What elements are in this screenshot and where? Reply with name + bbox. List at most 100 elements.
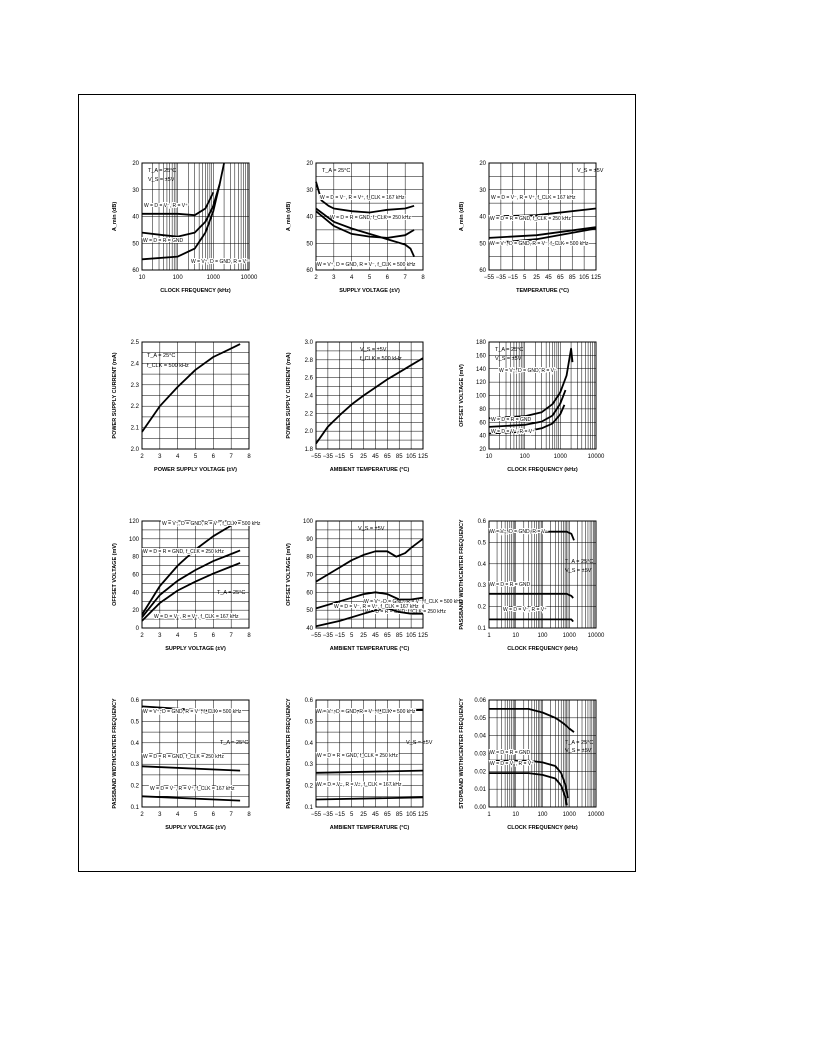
y-tick-label: 30 bbox=[132, 188, 139, 194]
y-tick-label: 0.1 bbox=[478, 626, 487, 632]
series-label: W = V⁺, D = GND, R = V⁻, f_CLK = 500 kHz bbox=[490, 241, 589, 247]
y-tick-label: 60 bbox=[132, 268, 139, 274]
series-label: W = D = V⁻, R = V⁺ bbox=[491, 429, 535, 435]
y-tick-label: 70 bbox=[306, 573, 313, 579]
series-line bbox=[315, 357, 424, 445]
series-line bbox=[488, 207, 597, 218]
x-axis-label: CLOCK FREQUENCY (kHz) bbox=[160, 288, 231, 294]
x-tick-label: 4 bbox=[176, 633, 180, 639]
series-line bbox=[488, 389, 567, 428]
x-tick-label: 4 bbox=[176, 454, 180, 460]
y-tick-label: 60 bbox=[132, 573, 139, 579]
series-label: W = D = V⁻, R = V⁺, f_CLK = 167 kHz bbox=[491, 195, 576, 201]
x-tick-label: 65 bbox=[384, 633, 391, 639]
grid bbox=[141, 520, 250, 629]
y-tick-label: 0.6 bbox=[131, 698, 140, 704]
x-tick-label: 100 bbox=[173, 275, 184, 281]
x-axis-label: SUPPLY VOLTAGE (±V) bbox=[165, 646, 226, 652]
y-tick-label: 0.5 bbox=[478, 540, 487, 546]
x-tick-label: 10000 bbox=[241, 275, 258, 281]
annotation: V_S = ±5V bbox=[577, 168, 604, 174]
x-tick-label: 85 bbox=[396, 812, 403, 818]
series-line bbox=[315, 538, 424, 583]
y-tick-label: 0.2 bbox=[305, 784, 314, 790]
x-tick-label: 3 bbox=[158, 812, 162, 818]
y-tick-label: 90 bbox=[306, 537, 313, 543]
chart-4: 2 3 4 5 6 7 8 2.0 2.1 2.2 2.3 2.4 2.5 POWER SUPPLY VO… bbox=[112, 340, 251, 473]
series-line bbox=[141, 795, 241, 802]
y-tick-label: 50 bbox=[306, 241, 313, 247]
x-tick-label: 6 bbox=[212, 454, 216, 460]
y-tick-label: 2.4 bbox=[305, 394, 314, 400]
y-axis-label: A_min (dB) bbox=[286, 202, 292, 232]
y-tick-label: 120 bbox=[129, 519, 140, 525]
x-tick-label: 10 bbox=[486, 454, 493, 460]
annotation: V_S = ±5V bbox=[148, 177, 175, 183]
y-tick-label: 0.1 bbox=[305, 805, 314, 811]
y-tick-label: 40 bbox=[479, 434, 486, 440]
figure-frame bbox=[78, 94, 636, 872]
x-axis-label: SUPPLY VOLTAGE (±V) bbox=[165, 825, 226, 831]
x-tick-label: 3 bbox=[158, 633, 162, 639]
x-tick-label: −15 bbox=[335, 633, 346, 639]
x-tick-label: 2 bbox=[140, 633, 144, 639]
y-tick-label: 0.2 bbox=[478, 605, 487, 611]
y-axis-label: PASSBAND WIDTH/CENTER FREQUENCY bbox=[112, 698, 118, 809]
x-axis-label: CLOCK FREQUENCY (kHz) bbox=[507, 467, 578, 473]
x-tick-label: 7 bbox=[229, 454, 233, 460]
plot-frame bbox=[141, 699, 250, 808]
plot-frame bbox=[141, 341, 250, 450]
x-axis-label: POWER SUPPLY VOLTAGE (±V) bbox=[154, 467, 237, 473]
grid bbox=[488, 341, 597, 450]
y-tick-label: 60 bbox=[306, 590, 313, 596]
y-tick-label: 40 bbox=[479, 215, 486, 221]
y-tick-label: 100 bbox=[476, 394, 487, 400]
series-line bbox=[141, 705, 241, 714]
x-tick-label: 125 bbox=[591, 275, 602, 281]
y-tick-label: 0.3 bbox=[131, 762, 140, 768]
series-label: W = D = R = GND, f_CLK = 250 kHz bbox=[365, 609, 446, 615]
series-label: W = D = R = GND, f_CLK = 250 kHz bbox=[490, 216, 571, 222]
plot-frame bbox=[315, 520, 424, 629]
x-tick-label: 3 bbox=[332, 275, 336, 281]
x-tick-label: 5 bbox=[350, 454, 354, 460]
annotation: V_S = ±5V bbox=[565, 748, 592, 754]
y-tick-label: 0.4 bbox=[478, 562, 487, 568]
x-tick-label: 10 bbox=[512, 812, 519, 818]
x-tick-label: 25 bbox=[360, 812, 367, 818]
series-label: W = V⁺, D = GND, R = V⁻ bbox=[191, 259, 249, 265]
series-label: W = D = V⁻, R = V⁺, f_CLK = 167 kHz bbox=[154, 614, 239, 620]
x-tick-label: 3 bbox=[158, 454, 162, 460]
x-tick-label: 105 bbox=[406, 812, 417, 818]
series-line bbox=[489, 618, 574, 623]
series-line bbox=[315, 210, 415, 239]
x-tick-label: 45 bbox=[372, 633, 379, 639]
x-tick-label: 100 bbox=[537, 812, 548, 818]
series-line bbox=[141, 549, 241, 618]
x-axis-label: AMBIENT TEMPERATURE (°C) bbox=[330, 646, 410, 652]
annotation: T_A = 25°C bbox=[147, 353, 175, 359]
x-tick-label: 125 bbox=[418, 454, 429, 460]
series-label: W = D = V⁻, R = V⁺, f_CLK = 167 kHz bbox=[320, 195, 405, 201]
y-tick-label: 20 bbox=[306, 161, 313, 167]
plot-frame bbox=[141, 162, 250, 271]
x-tick-label: 10 bbox=[139, 275, 146, 281]
x-tick-label: 85 bbox=[569, 275, 576, 281]
x-tick-label: −35 bbox=[496, 275, 507, 281]
chart-3: −55 −35 −15 5 25 45 65 85 105 125 20 30 40 50 60 TEMPER… bbox=[459, 161, 604, 294]
y-axis-label: A_min (dB) bbox=[112, 202, 118, 232]
x-tick-label: 8 bbox=[421, 275, 425, 281]
series-line bbox=[489, 708, 575, 733]
series-label: W = V⁺, D = GND, R = V⁻ bbox=[499, 368, 557, 374]
y-tick-label: 2.4 bbox=[131, 361, 140, 367]
x-tick-label: 45 bbox=[372, 812, 379, 818]
y-tick-label: 2.5 bbox=[131, 340, 140, 346]
plot-frame bbox=[488, 520, 597, 629]
x-tick-label: −55 bbox=[311, 633, 322, 639]
x-axis-label: CLOCK FREQUENCY (kHz) bbox=[507, 646, 578, 652]
y-tick-label: 0.05 bbox=[474, 716, 486, 722]
y-tick-label: 40 bbox=[132, 215, 139, 221]
series-line bbox=[141, 184, 221, 261]
chart-11: −55 −35 −15 5 25 45 65 85 105 125 0.1 0.2 0.3 0.4 0.5 0… bbox=[286, 698, 433, 831]
annotation: f_CLK = 500 kHz bbox=[147, 363, 189, 369]
